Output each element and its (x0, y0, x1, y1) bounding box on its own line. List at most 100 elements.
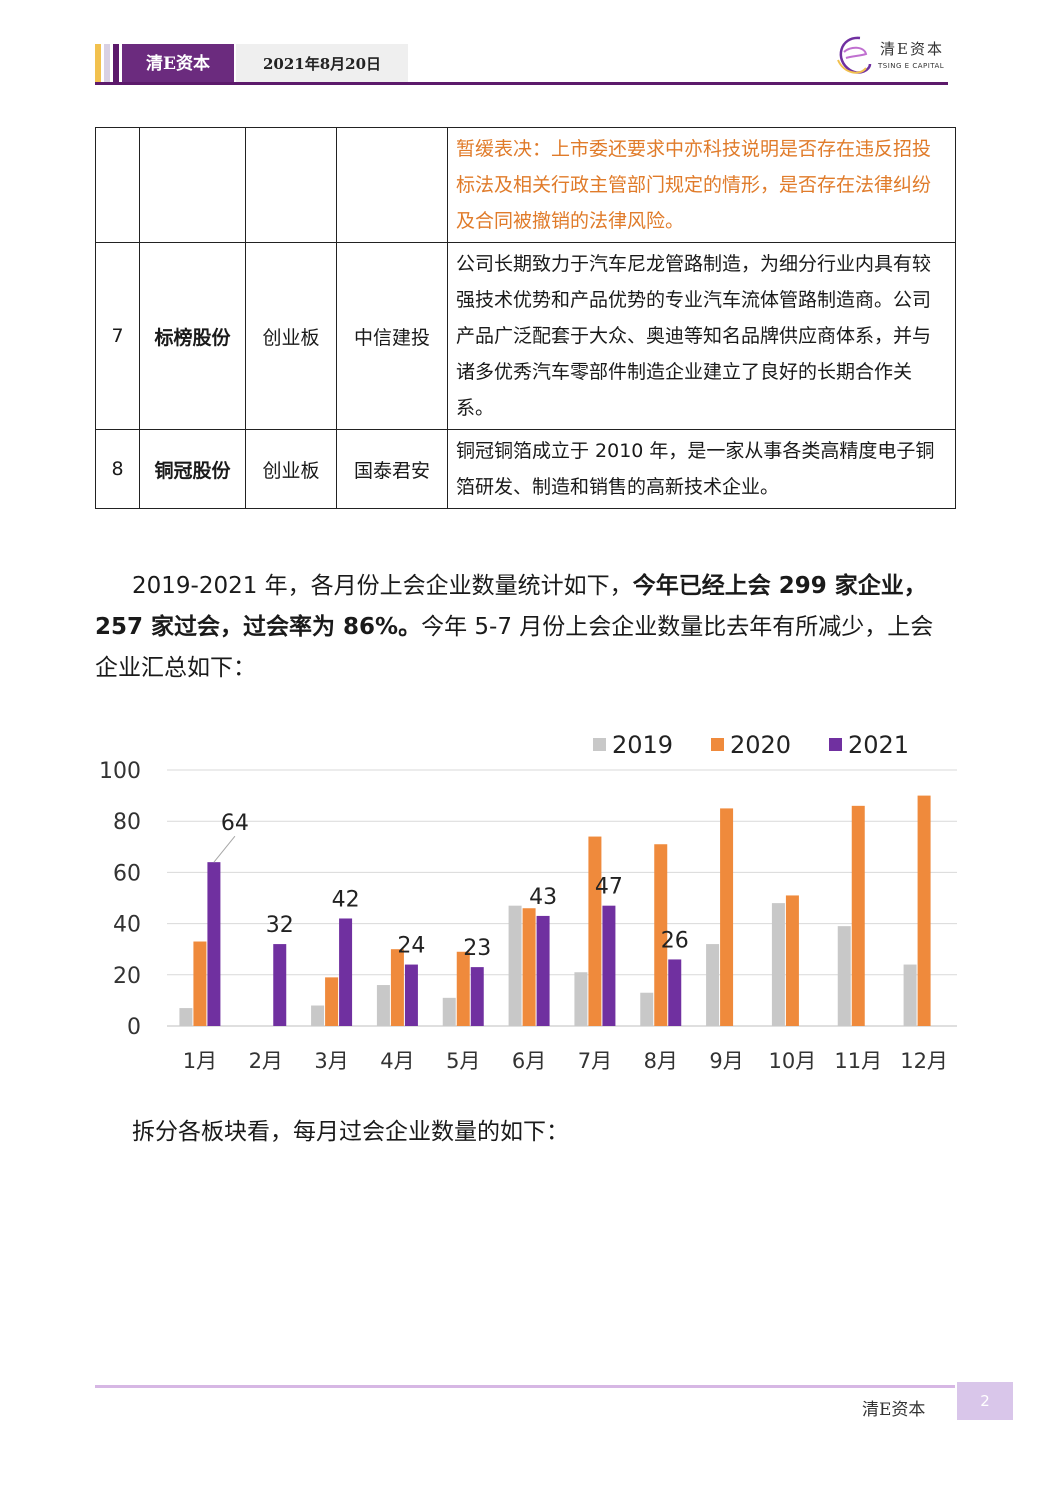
cell-sponsor (336, 127, 448, 243)
x-tick-label: 1月 (183, 1049, 217, 1073)
cell-desc-continuation: 暂缓表决：上市委还要求中亦科技说明是否存在违反招投标法及相关行政主管部门规定的情… (447, 127, 956, 243)
data-label: 47 (595, 875, 623, 900)
legend-label: 2021 (848, 731, 909, 759)
y-tick-label: 100 (99, 759, 141, 784)
cell-no: 7 (95, 242, 140, 430)
cell-desc: 公司长期致力于汽车尼龙管路制造，为细分行业内具有较强技术优势和产品优势的专业汽车… (447, 242, 956, 430)
header-divider (95, 82, 948, 85)
cell-board: 创业板 (245, 242, 337, 430)
header-accent-bar-lavender (104, 44, 110, 84)
ipo-table: 暂缓表决：上市委还要求中亦科技说明是否存在违反招投标法及相关行政主管部门规定的情… (95, 127, 956, 509)
x-tick-label: 11月 (834, 1049, 882, 1073)
bar-2021 (470, 967, 484, 1026)
logo-text-cn: 清E资本 (880, 40, 944, 58)
legend-swatch-2021 (829, 738, 842, 751)
summary-text-bold: 今年已经上会 299 家企业，257 家过会，过会率为 86%。 (95, 573, 927, 640)
monthly-meetings-bar-chart: 0 20 40 60 80 100 64 1月 32 2月 42 3月 24 4月 23 5月 43 6月 47 7月… (99, 731, 957, 1073)
company-logo-icon (837, 36, 872, 74)
bar-2019 (771, 903, 785, 1026)
bar-2019 (376, 985, 390, 1026)
bar-2020 (456, 951, 470, 1026)
table-row: 8 铜冠股份 创业板 国泰君安 铜冠铜箔成立于 2010 年，是一家从事各类高精… (95, 429, 956, 509)
bar-2020 (193, 941, 207, 1026)
cell-name: 标榜股份 (139, 242, 246, 430)
bar-2019 (574, 972, 588, 1026)
cell-name (139, 127, 246, 243)
bar-2020 (785, 895, 799, 1026)
bar-2020 (720, 808, 734, 1026)
cell-sponsor: 国泰君安 (336, 429, 448, 509)
y-tick-label: 60 (113, 861, 141, 886)
bar-2021 (536, 915, 550, 1026)
data-label-leader (213, 835, 236, 863)
header-accent-bar-yellow (95, 44, 101, 84)
bar-2020 (917, 795, 931, 1026)
bar-2019 (706, 944, 720, 1026)
summary-text-2: 今年 5-7 月份上会企业数量比去年有所减少，上会企业汇总如下： (95, 614, 934, 681)
table-row: 暂缓表决：上市委还要求中亦科技说明是否存在违反招投标法及相关行政主管部门规定的情… (95, 127, 956, 243)
x-tick-label: 6月 (512, 1049, 546, 1073)
table-row: 7 标榜股份 创业板 中信建投 公司长期致力于汽车尼龙管路制造，为细分行业内具有… (95, 242, 956, 430)
cell-board (245, 127, 337, 243)
footer-brand: 清E资本 (862, 1400, 926, 1420)
summary-paragraph: 2019-2021 年，各月份上会企业数量统计如下，今年已经上会 299 家企业… (95, 566, 955, 689)
data-label: 24 (397, 934, 425, 959)
x-tick-label: 4月 (380, 1049, 414, 1073)
y-tick-label: 40 (113, 913, 141, 938)
bar-2019 (179, 1008, 193, 1026)
bar-2020 (654, 844, 668, 1026)
data-label: 42 (332, 887, 360, 912)
x-tick-label: 12月 (900, 1049, 948, 1073)
legend-label: 2020 (730, 731, 791, 759)
footer-divider (95, 1385, 955, 1388)
x-tick-label: 3月 (314, 1049, 348, 1073)
x-tick-label: 2月 (249, 1049, 283, 1073)
cell-name: 铜冠股份 (139, 429, 246, 509)
legend-swatch-2020 (711, 738, 724, 751)
summary-text-1: 2019-2021 年，各月份上会企业数量统计如下， (132, 573, 633, 599)
y-tick-label: 0 (127, 1015, 141, 1040)
logo-text-en: TSING E CAPITAL (878, 62, 945, 70)
cell-desc: 铜冠铜箔成立于 2010 年，是一家从事各类高精度电子铜箔研发、制造和销售的高新… (447, 429, 956, 509)
bar-2019 (837, 926, 851, 1026)
cell-no: 8 (95, 429, 140, 509)
bar-2021 (339, 918, 353, 1026)
x-tick-label: 7月 (578, 1049, 612, 1073)
x-tick-label: 10月 (769, 1049, 817, 1073)
data-label: 64 (221, 811, 249, 836)
board-split-paragraph: 拆分各板块看，每月过会企业数量的如下： (132, 1119, 569, 1145)
data-label: 32 (266, 913, 294, 938)
bar-2020 (851, 805, 865, 1026)
header-brand: 清E资本 (122, 44, 234, 84)
bar-2020 (325, 977, 339, 1026)
page-number: 2 (957, 1382, 1013, 1420)
bar-2020 (588, 836, 602, 1026)
bar-2021 (668, 959, 682, 1026)
bar-2021 (602, 905, 616, 1026)
x-tick-label: 8月 (644, 1049, 678, 1073)
cell-sponsor: 中信建投 (336, 242, 448, 430)
bar-2019 (903, 964, 917, 1026)
legend-swatch-2019 (593, 738, 606, 751)
x-tick-label: 5月 (446, 1049, 480, 1073)
bar-2021 (207, 862, 221, 1026)
data-label: 43 (529, 885, 557, 910)
data-label: 23 (463, 936, 491, 961)
y-tick-label: 80 (113, 810, 141, 835)
cell-board: 创业板 (245, 429, 337, 509)
bar-2019 (640, 992, 654, 1026)
header-accent-bar-purple (113, 44, 119, 84)
bar-2020 (390, 949, 404, 1026)
cell-no (95, 127, 140, 243)
data-label: 26 (661, 928, 689, 953)
legend-label: 2019 (612, 731, 673, 759)
bar-2019 (508, 905, 522, 1026)
header-date: 2021年8月20日 (236, 44, 408, 84)
bar-2020 (522, 908, 536, 1026)
bar-2021 (404, 964, 418, 1026)
bar-2019 (442, 997, 456, 1026)
bar-2019 (311, 1005, 325, 1026)
x-tick-label: 9月 (709, 1049, 743, 1073)
bar-2021 (273, 944, 287, 1026)
y-tick-label: 20 (113, 964, 141, 989)
